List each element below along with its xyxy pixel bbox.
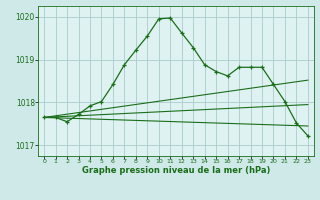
X-axis label: Graphe pression niveau de la mer (hPa): Graphe pression niveau de la mer (hPa) [82, 166, 270, 175]
